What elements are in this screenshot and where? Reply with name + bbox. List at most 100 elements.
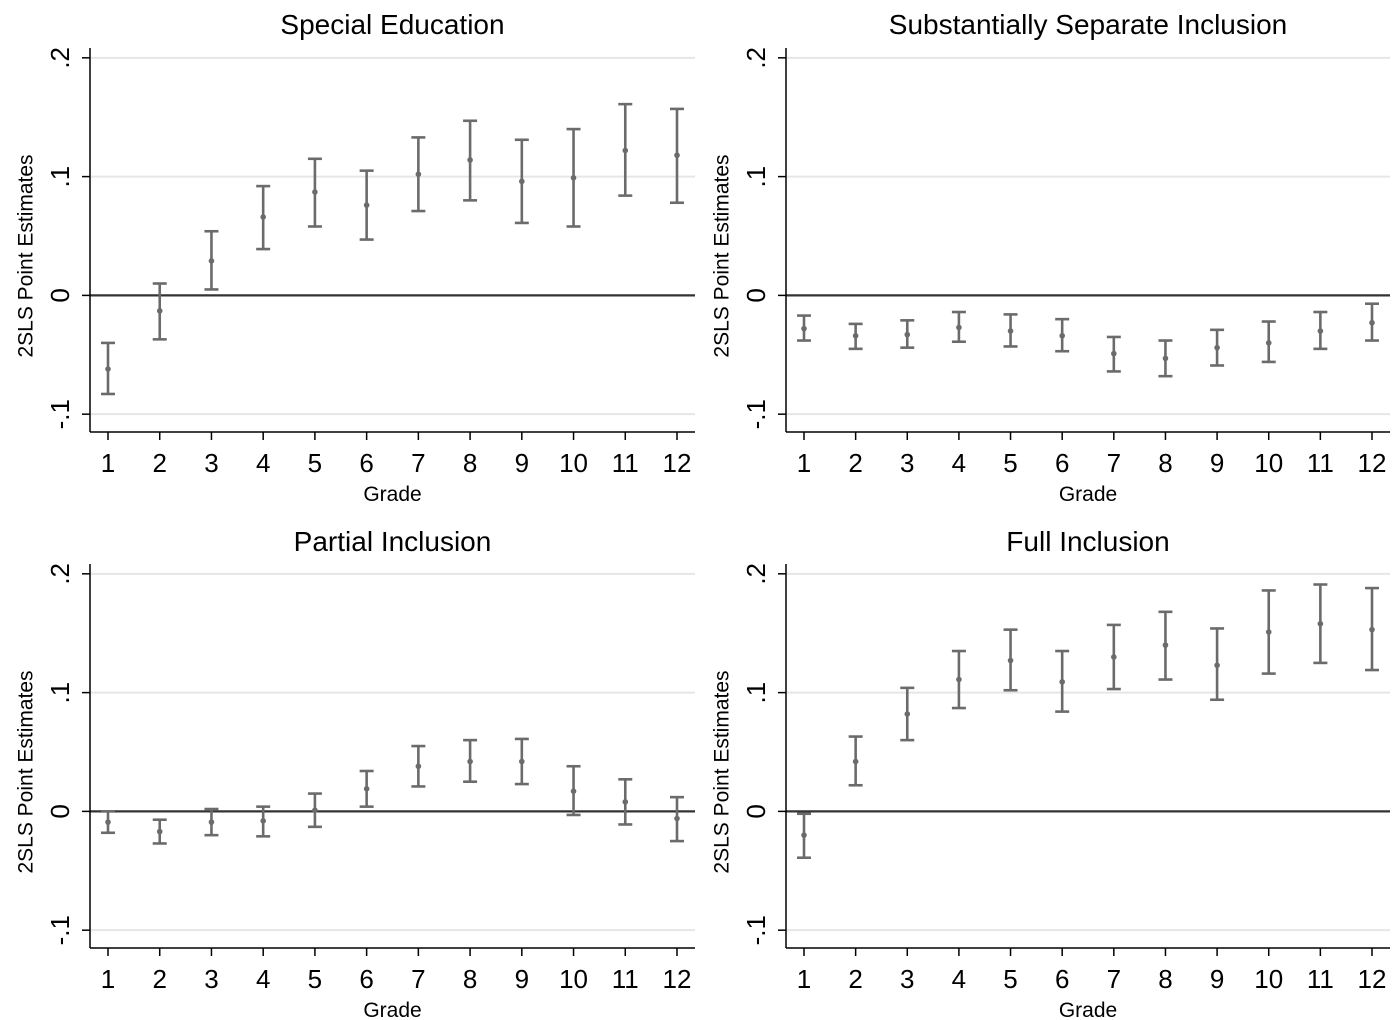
x-tick-label: 6 <box>1055 964 1069 994</box>
y-axis-title: 2SLS Point Estimates <box>15 154 38 357</box>
x-tick-label: 2 <box>848 448 862 478</box>
x-tick-label: 12 <box>663 964 692 994</box>
point-estimate <box>570 174 577 181</box>
x-tick-label: 4 <box>952 448 966 478</box>
y-tick-label: 0 <box>741 804 771 818</box>
point-estimate <box>1111 654 1117 660</box>
x-tick-label: 11 <box>1307 964 1334 994</box>
point-estimate <box>570 788 577 794</box>
x-tick-label: 1 <box>797 964 811 994</box>
point-estimate <box>467 758 473 765</box>
x-tick-label: 3 <box>900 448 914 478</box>
y-axis-title: 2SLS Point Estimates <box>15 670 38 873</box>
x-tick-label: 8 <box>463 448 477 478</box>
point-estimate <box>852 332 859 339</box>
x-tick-label: 12 <box>1358 448 1387 478</box>
y-tick-label: -.1 <box>45 915 75 945</box>
x-tick-label: 2 <box>848 964 862 994</box>
point-estimate <box>156 828 163 835</box>
point-estimate <box>1265 340 1272 346</box>
point-estimate <box>852 758 859 765</box>
x-tick-label: 5 <box>1003 448 1017 478</box>
x-tick-label: 7 <box>411 964 425 994</box>
panel-special-education: Special Education -.1 0 .1 .2 2SLS Point Esti… <box>15 9 695 506</box>
x-tick-label: 12 <box>1358 964 1387 994</box>
point-estimate <box>1111 350 1117 357</box>
point-estimate <box>904 711 911 717</box>
x-tick-label: 4 <box>256 448 270 478</box>
point-estimate <box>260 818 266 824</box>
x-tick-label: 11 <box>1307 448 1334 478</box>
x-axis-title: Grade <box>363 999 421 1020</box>
point-estimate <box>1162 642 1169 648</box>
x-tick-label: 10 <box>1254 964 1283 994</box>
x-tick-label: 3 <box>204 964 218 994</box>
point-estimate <box>1214 662 1220 669</box>
y-axis-title: 2SLS Point Estimates <box>711 154 734 357</box>
x-tick-label: 7 <box>411 448 425 478</box>
point-estimate <box>674 815 680 822</box>
x-tick-label: 10 <box>559 964 588 994</box>
x-tick-label: 1 <box>101 964 115 994</box>
point-estimate <box>904 331 911 338</box>
y-tick-label: .2 <box>741 563 771 585</box>
panel-title: Substantially Separate Inclusion <box>889 9 1287 40</box>
x-tick-label: 6 <box>359 964 373 994</box>
panel-partial-inclusion: Partial Inclusion -.1 0 .1 .2 2SLS Point Esti… <box>15 526 695 1020</box>
point-estimate <box>1317 328 1324 334</box>
point-estimate <box>1162 355 1169 362</box>
y-tick-label: -.1 <box>45 399 75 429</box>
y-tick-label: .1 <box>741 166 771 188</box>
point-estimate <box>1007 657 1014 664</box>
y-tick-label: 0 <box>45 804 75 818</box>
point-estimate <box>801 325 807 332</box>
point-estimate <box>105 366 111 372</box>
point-estimate <box>1369 319 1375 326</box>
y-tick-label: .1 <box>45 166 75 188</box>
point-estimate <box>260 214 266 220</box>
x-tick-label: 9 <box>515 448 529 478</box>
x-tick-label: 12 <box>663 448 692 478</box>
point-estimate <box>956 324 962 331</box>
x-tick-label: 6 <box>1055 448 1069 478</box>
point-estimate <box>956 676 962 683</box>
x-tick-label: 6 <box>359 448 373 478</box>
x-tick-label: 2 <box>152 964 166 994</box>
x-tick-label: 3 <box>204 448 218 478</box>
y-tick-label: .1 <box>741 682 771 704</box>
x-tick-label: 3 <box>900 964 914 994</box>
y-axis-title: 2SLS Point Estimates <box>711 670 734 873</box>
point-estimate <box>467 157 473 163</box>
point-estimate <box>156 308 163 314</box>
x-tick-label: 8 <box>463 964 477 994</box>
point-estimate <box>622 147 629 154</box>
point-estimate <box>1007 328 1014 334</box>
x-tick-label: 8 <box>1158 448 1172 478</box>
x-tick-label: 5 <box>308 448 322 478</box>
y-tick-label: .2 <box>45 563 75 585</box>
x-tick-label: 8 <box>1158 964 1172 994</box>
x-tick-label: 11 <box>612 448 639 478</box>
point-estimate <box>1317 620 1324 627</box>
point-estimate <box>415 763 422 770</box>
point-estimate <box>208 258 215 264</box>
point-estimate <box>1059 332 1065 339</box>
x-tick-label: 7 <box>1107 964 1121 994</box>
point-estimate <box>208 819 215 825</box>
x-tick-label: 4 <box>256 964 270 994</box>
x-tick-label: 9 <box>1210 448 1224 478</box>
point-estimate <box>363 786 370 792</box>
point-estimate <box>1369 626 1375 633</box>
x-tick-label: 2 <box>152 448 166 478</box>
y-tick-label: -.1 <box>741 915 771 945</box>
x-tick-label: 7 <box>1107 448 1121 478</box>
x-tick-label: 1 <box>101 448 115 478</box>
panel-title: Full Inclusion <box>1006 526 1169 557</box>
y-tick-label: .2 <box>45 47 75 69</box>
x-tick-label: 5 <box>308 964 322 994</box>
panel-title: Special Education <box>280 9 504 40</box>
x-tick-label: 4 <box>952 964 966 994</box>
y-tick-label: 0 <box>741 288 771 302</box>
x-tick-label: 10 <box>1254 448 1283 478</box>
